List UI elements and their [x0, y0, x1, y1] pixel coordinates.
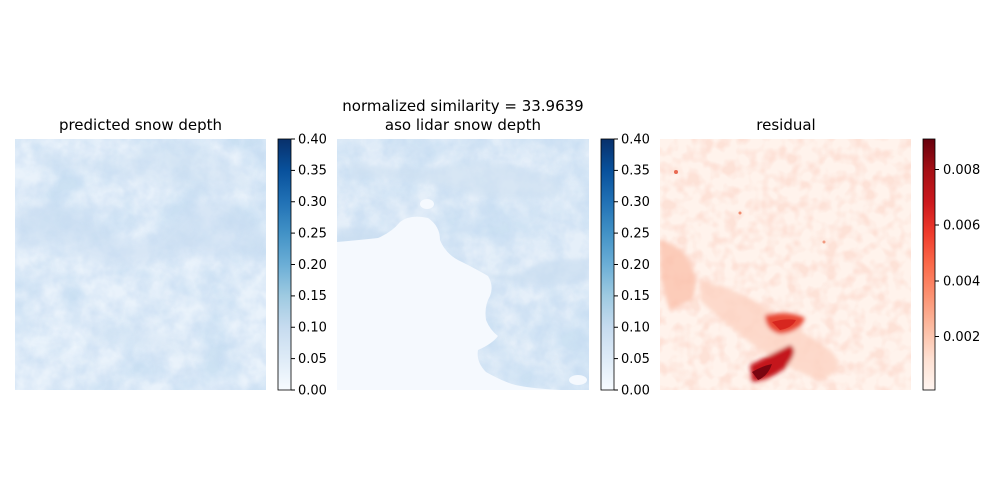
colorbar-tick-label: 0.15 — [621, 289, 650, 304]
panel-aso-lidar: normalized similarity = 33.9639 aso lida… — [337, 97, 650, 399]
colorbar-ticks — [291, 138, 295, 391]
colorbar-tick-label: 0.40 — [298, 133, 327, 148]
colorbar-tick-label: 0.25 — [621, 227, 650, 242]
colorbar-predicted: 0.00 0.05 0.10 0.15 0.20 0.25 0.30 0.35 … — [277, 133, 327, 399]
colorbar-tick-label: 0.15 — [298, 289, 327, 304]
panel-predicted: predicted snow depth — [15, 116, 327, 399]
panel-title: aso lidar snow depth — [385, 116, 541, 134]
colorbar-tick-label: 0.30 — [298, 195, 327, 210]
colorbar-tick-label: 0.05 — [298, 352, 327, 367]
colorbar-aso-lidar: 0.00 0.05 0.10 0.15 0.20 0.25 0.30 0.35 … — [600, 133, 650, 399]
colorbar-tick-label: 0.004 — [943, 275, 980, 290]
colorbar-tick-label: 0.20 — [621, 258, 650, 273]
colorbar-tick-label: 0.40 — [621, 133, 650, 148]
panel-residual: residual 0.002 — [660, 116, 980, 391]
colorbar-tick-label: 0.35 — [621, 164, 650, 179]
heatmap-residual — [660, 139, 911, 390]
colorbar-tick-label: 0.00 — [621, 384, 650, 399]
figure-suptitle: normalized similarity = 33.9639 — [342, 97, 583, 115]
colorbar-tick-label: 0.00 — [298, 384, 327, 399]
colorbar-tick-label: 0.002 — [943, 330, 980, 345]
panel-title: predicted snow depth — [59, 116, 222, 134]
colorbar-tick-label: 0.35 — [298, 164, 327, 179]
colorbar-tick-label: 0.25 — [298, 227, 327, 242]
colorbar-tick-label: 0.008 — [943, 163, 980, 178]
colorbar-tick-label: 0.006 — [943, 219, 980, 234]
colorbar-tick-label: 0.20 — [298, 258, 327, 273]
heatmap-predicted — [15, 139, 266, 390]
panel-title: residual — [756, 116, 815, 134]
colorbar-tick-label: 0.05 — [621, 352, 650, 367]
colorbar-tick-label: 0.10 — [621, 321, 650, 336]
zero-depth-region — [337, 216, 560, 390]
colorbar-tick-label: 0.30 — [621, 195, 650, 210]
heatmap-aso-lidar — [337, 139, 589, 390]
colorbar-tick-label: 0.10 — [298, 321, 327, 336]
colorbar-residual: 0.002 0.004 0.006 0.008 — [922, 138, 980, 391]
